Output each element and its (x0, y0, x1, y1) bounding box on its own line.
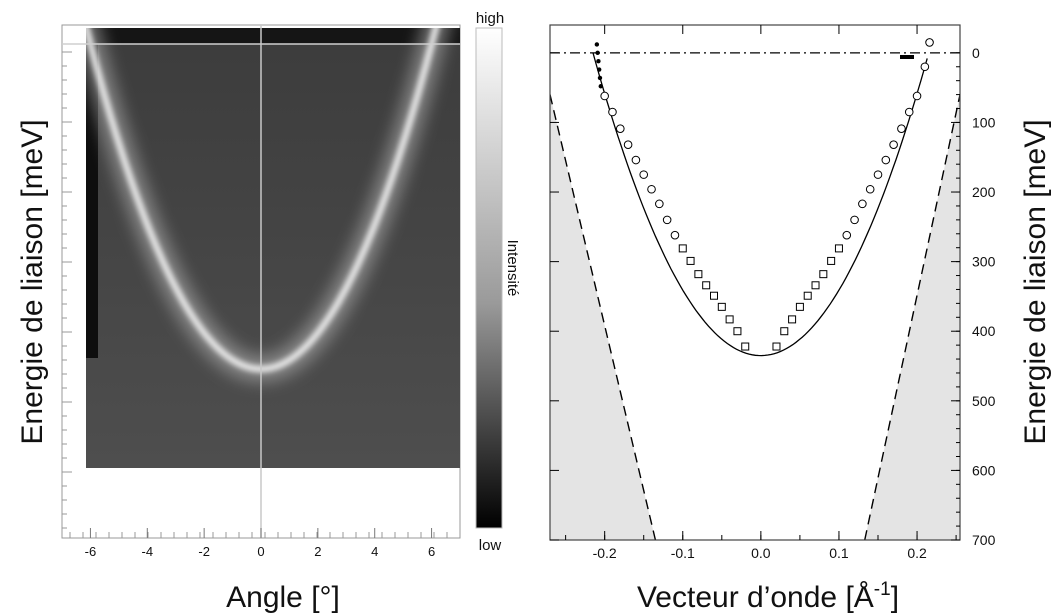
open-circle-point (873, 170, 883, 179)
open-square-point (717, 302, 726, 311)
open-square-point (834, 244, 843, 253)
open-circle-point (670, 230, 680, 240)
colorbar-high-label: high (476, 10, 504, 27)
open-square-point (694, 270, 703, 279)
open-circle-point (912, 91, 922, 101)
open-square-point (686, 256, 695, 265)
filled-point (598, 84, 603, 89)
right-ylabel: Energie de liaison [meV] (1019, 119, 1052, 444)
open-circle-point (639, 170, 649, 179)
right-x-tick-label: 0.2 (907, 545, 927, 561)
open-square-point (678, 244, 687, 253)
right-xlabel-sup: -1 (874, 579, 891, 600)
right-x-ticks: -0.2 -0.1 0.0 0.1 0.2 (565, 25, 957, 561)
open-square-point (827, 256, 836, 265)
open-circle-point (615, 124, 625, 133)
right-y-tick-label: 700 (972, 532, 996, 548)
right-panel: -0.2 -0.1 0.0 0.1 0.2 0 100 200 300 400 500 600 700… (549, 24, 1052, 614)
left-xlabel: Angle [°] (226, 581, 340, 614)
data-points (594, 38, 934, 351)
open-square-point (733, 327, 742, 336)
heatmap (86, 28, 460, 468)
right-x-tick-label: 0.0 (751, 545, 771, 561)
open-square-point (702, 281, 711, 290)
open-square-point (795, 302, 804, 311)
open-circle-point (600, 91, 609, 101)
open-circle-point (920, 62, 930, 72)
open-circle-point (662, 215, 672, 225)
open-square-point (803, 291, 812, 300)
right-xlabel-main: Vecteur d’onde [Å (637, 581, 874, 614)
right-y-ticks: 0 100 200 300 400 500 600 700 (550, 45, 996, 548)
colorbar: high low Intensité (475, 10, 521, 554)
open-circle-point (904, 107, 914, 117)
filled-point (595, 50, 600, 56)
open-circle-point (881, 155, 891, 165)
heatmap-background (86, 28, 460, 468)
open-square-point (819, 270, 828, 279)
colorbar-title: Intensité (504, 240, 521, 297)
right-xlabel: Vecteur d’onde [Å-1] (637, 579, 899, 614)
filled-point (594, 42, 600, 47)
open-circle-point (647, 184, 656, 194)
filled-point (597, 67, 602, 72)
right-x-tick-label: -0.2 (593, 545, 617, 561)
right-y-tick-label: 0 (972, 45, 980, 61)
left-x-tick-label: -6 (85, 544, 97, 559)
open-square-point (772, 342, 781, 351)
left-panel: -6 -4 -2 0 2 4 6 Energie de liaison [meV] Angl… (16, 24, 461, 614)
open-circle-point (850, 215, 859, 225)
heatmap-top-noise (86, 28, 460, 44)
open-square-point (725, 315, 734, 324)
open-circle-point (889, 140, 898, 150)
open-circle-point (897, 124, 906, 133)
right-x-tick-label: -0.1 (671, 545, 695, 561)
filled-point (597, 75, 603, 81)
legend-dash-mark (900, 55, 914, 59)
right-x-tick-label: 0.1 (829, 545, 849, 561)
colorbar-gradient (475, 27, 503, 529)
open-circle-point (631, 155, 641, 165)
left-x-tick-label: -4 (142, 544, 154, 559)
right-plot-frame (549, 24, 961, 541)
open-square-point (811, 281, 820, 290)
open-square-point (741, 342, 750, 351)
open-circle-point (858, 199, 867, 209)
left-x-tick-label: 0 (257, 544, 264, 559)
open-square-point (780, 327, 789, 336)
open-circle-point (655, 199, 664, 209)
colorbar-low-label: low (479, 537, 502, 554)
left-x-tick-label: -2 (198, 544, 210, 559)
open-circle-point (623, 140, 633, 150)
dashed-line-right (864, 94, 960, 540)
fit-curve (592, 52, 928, 357)
right-xlabel-end: ] (891, 581, 899, 614)
open-circle-point (865, 184, 875, 194)
right-y-tick-label: 600 (972, 462, 996, 478)
heatmap-dark-edge (86, 28, 98, 358)
right-y-tick-label: 500 (972, 393, 996, 409)
left-x-tick-label: 2 (314, 544, 321, 559)
right-y-tick-label: 300 (972, 254, 996, 270)
right-y-tick-label: 100 (972, 114, 996, 130)
filled-point (596, 58, 601, 64)
open-circle-point (842, 230, 852, 240)
dashed-line-left (550, 94, 657, 540)
open-circle-point (608, 107, 617, 117)
open-circle-point (925, 38, 934, 47)
left-x-tick-label: 6 (428, 544, 435, 559)
open-square-point (710, 291, 718, 300)
right-y-tick-label: 400 (972, 323, 996, 339)
right-y-tick-label: 200 (972, 184, 996, 200)
left-frame-ticks (62, 51, 448, 538)
left-ylabel: Energie de liaison [meV] (16, 119, 49, 444)
left-x-ticks: -6 -4 -2 0 2 4 6 (85, 528, 435, 559)
left-x-tick-label: 4 (371, 544, 378, 559)
open-square-point (788, 315, 797, 324)
